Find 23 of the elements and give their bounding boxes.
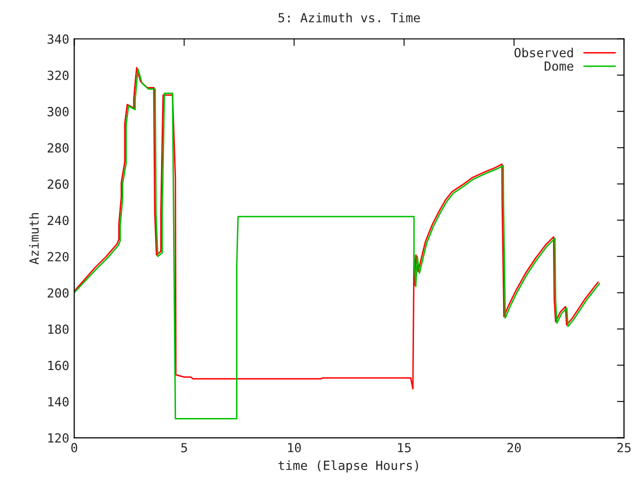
x-tick-label: 25: [617, 442, 631, 452]
y-axis-title: Azimuth: [29, 213, 39, 264]
y-tick-label: 320: [48, 70, 69, 80]
y-tick-label: 340: [48, 34, 69, 44]
x-axis-title: time (Elapse Hours): [278, 460, 418, 473]
y-tick-label: 300: [48, 106, 69, 116]
y-tick-label: 160: [48, 360, 69, 370]
x-tick-label: 5: [181, 443, 187, 452]
chart-title: 5: Azimuth vs. Time: [278, 12, 420, 22]
x-tick-label: 10: [288, 442, 301, 452]
y-tick-label: 120: [48, 433, 69, 443]
y-tick-label: 240: [48, 216, 69, 226]
y-tick-label: 220: [48, 252, 69, 262]
x-tick-label: 20: [507, 442, 521, 452]
legend-label: Dome: [544, 61, 574, 71]
legend-label: Observed: [514, 48, 573, 58]
x-tick-label: 0: [71, 442, 78, 452]
y-tick-label: 260: [48, 179, 69, 189]
y-tick-label: 180: [48, 324, 69, 334]
y-tick-label: 280: [48, 143, 69, 153]
y-tick-label: 200: [48, 288, 69, 298]
x-tick-label: 15: [398, 443, 411, 452]
y-tick-label: 140: [48, 397, 69, 406]
